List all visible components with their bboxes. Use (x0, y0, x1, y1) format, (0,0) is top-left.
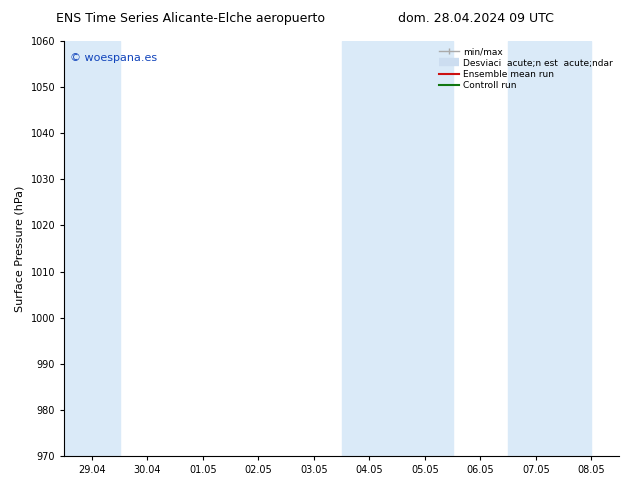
Y-axis label: Surface Pressure (hPa): Surface Pressure (hPa) (15, 185, 25, 312)
Text: © woespana.es: © woespana.es (70, 53, 157, 64)
Bar (508, 41, 592, 456)
Bar (64, 41, 120, 456)
Legend: min/max, Desviaci  acute;n est  acute;ndar, Ensemble mean run, Controll run: min/max, Desviaci acute;n est acute;ndar… (437, 46, 614, 92)
Text: dom. 28.04.2024 09 UTC: dom. 28.04.2024 09 UTC (398, 12, 553, 25)
Text: ENS Time Series Alicante-Elche aeropuerto: ENS Time Series Alicante-Elche aeropuert… (56, 12, 325, 25)
Bar (342, 41, 453, 456)
